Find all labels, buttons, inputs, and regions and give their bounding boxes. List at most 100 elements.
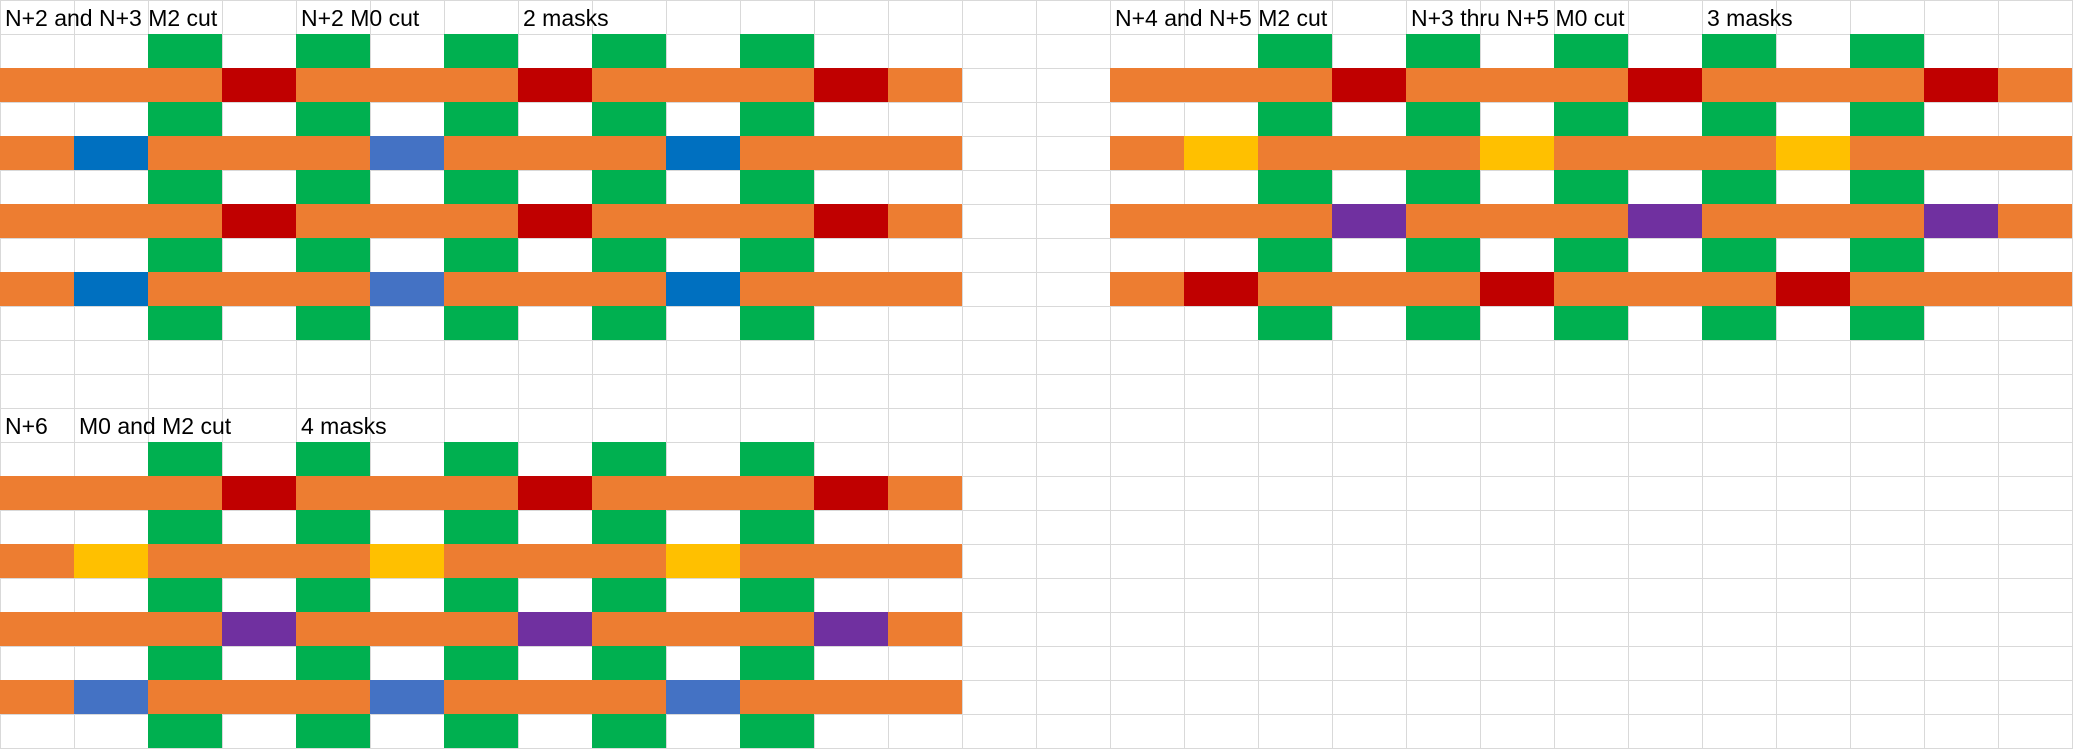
green-cell [296, 102, 370, 136]
yellow-cut-cell [370, 544, 444, 578]
orange-wire-cell [222, 272, 296, 306]
purple-cut-cell [1628, 204, 1702, 238]
orange-wire-cell [1702, 136, 1776, 170]
panel-label-node: N+6 [5, 413, 48, 439]
green-cell [592, 170, 666, 204]
orange-wire-cell [740, 272, 814, 306]
green-cell [740, 714, 814, 748]
orange-wire-cell [1998, 68, 2072, 102]
orange-wire-cell [666, 204, 740, 238]
orange-wire-cell [1110, 68, 1184, 102]
orange-wire-cell [1184, 68, 1258, 102]
green-cell [296, 238, 370, 272]
orange-wire-cell [1480, 204, 1554, 238]
red-cut-cell [222, 476, 296, 510]
orange-wire-cell [1406, 136, 1480, 170]
green-cell [1702, 102, 1776, 136]
green-cell [1258, 102, 1332, 136]
orange-wire-cell [1998, 204, 2072, 238]
orange-wire-cell [222, 136, 296, 170]
red-cut-cell [814, 204, 888, 238]
red-cut-cell [222, 204, 296, 238]
orange-wire-cell [740, 68, 814, 102]
orange-wire-cell [666, 612, 740, 646]
orange-wire-cell [0, 544, 74, 578]
orange-wire-cell [888, 136, 962, 170]
orange-wire-cell [74, 612, 148, 646]
orange-wire-cell [1258, 68, 1332, 102]
orange-wire-cell [444, 204, 518, 238]
orange-wire-cell [1406, 68, 1480, 102]
green-cell [444, 170, 518, 204]
orange-wire-cell [444, 544, 518, 578]
orange-wire-cell [444, 612, 518, 646]
orange-wire-cell [444, 68, 518, 102]
orange-wire-cell [592, 612, 666, 646]
orange-wire-cell [814, 272, 888, 306]
green-cell [148, 646, 222, 680]
green-cell [148, 306, 222, 340]
green-cell [148, 510, 222, 544]
orange-wire-cell [1850, 204, 1924, 238]
panel-label-masks: 3 masks [1707, 5, 1793, 31]
orange-wire-cell [296, 680, 370, 714]
orange-wire-cell [1850, 68, 1924, 102]
orange-wire-cell [74, 68, 148, 102]
orange-wire-cell [888, 612, 962, 646]
orange-wire-cell [370, 68, 444, 102]
orange-wire-cell [888, 680, 962, 714]
green-cell [592, 238, 666, 272]
orange-wire-cell [148, 136, 222, 170]
green-cell [296, 646, 370, 680]
panel-label-m0-cut: N+3 thru N+5 M0 cut [1411, 5, 1625, 31]
green-cell [1850, 102, 1924, 136]
orange-wire-cell [740, 204, 814, 238]
light-blue-cut-cell [370, 136, 444, 170]
orange-wire-cell [296, 272, 370, 306]
yellow-cut-cell [1184, 136, 1258, 170]
red-cut-cell [814, 476, 888, 510]
orange-wire-cell [888, 544, 962, 578]
green-cell [592, 578, 666, 612]
green-cell [444, 646, 518, 680]
panel-label-masks: 4 masks [301, 413, 387, 439]
green-cell [1258, 306, 1332, 340]
green-cell [740, 442, 814, 476]
orange-wire-cell [148, 612, 222, 646]
orange-wire-cell [518, 136, 592, 170]
yellow-cut-cell [1480, 136, 1554, 170]
green-cell [740, 238, 814, 272]
light-blue-cut-cell [370, 680, 444, 714]
yellow-cut-cell [666, 544, 740, 578]
green-cell [444, 102, 518, 136]
orange-wire-cell [296, 612, 370, 646]
purple-cut-cell [1924, 204, 1998, 238]
orange-wire-cell [1628, 272, 1702, 306]
green-cell [148, 442, 222, 476]
orange-wire-cell [1554, 68, 1628, 102]
orange-wire-cell [1110, 204, 1184, 238]
orange-wire-cell [740, 476, 814, 510]
orange-wire-cell [1924, 136, 1998, 170]
orange-wire-cell [1702, 272, 1776, 306]
green-cell [740, 170, 814, 204]
green-cell [444, 34, 518, 68]
panel-label-m2-cut: N+4 and N+5 M2 cut [1115, 5, 1328, 31]
red-cut-cell [518, 68, 592, 102]
orange-wire-cell [1406, 204, 1480, 238]
green-cell [1554, 306, 1628, 340]
orange-wire-cell [148, 476, 222, 510]
orange-wire-cell [296, 204, 370, 238]
green-cell [148, 578, 222, 612]
green-cell [444, 510, 518, 544]
panel-label-cut: M0 and M2 cut [79, 413, 232, 439]
orange-wire-cell [1776, 68, 1850, 102]
purple-cut-cell [1332, 204, 1406, 238]
red-cut-cell [518, 204, 592, 238]
green-cell [1258, 238, 1332, 272]
orange-wire-cell [888, 272, 962, 306]
orange-wire-cell [1998, 136, 2072, 170]
orange-wire-cell [148, 272, 222, 306]
green-cell [148, 238, 222, 272]
orange-wire-cell [74, 476, 148, 510]
